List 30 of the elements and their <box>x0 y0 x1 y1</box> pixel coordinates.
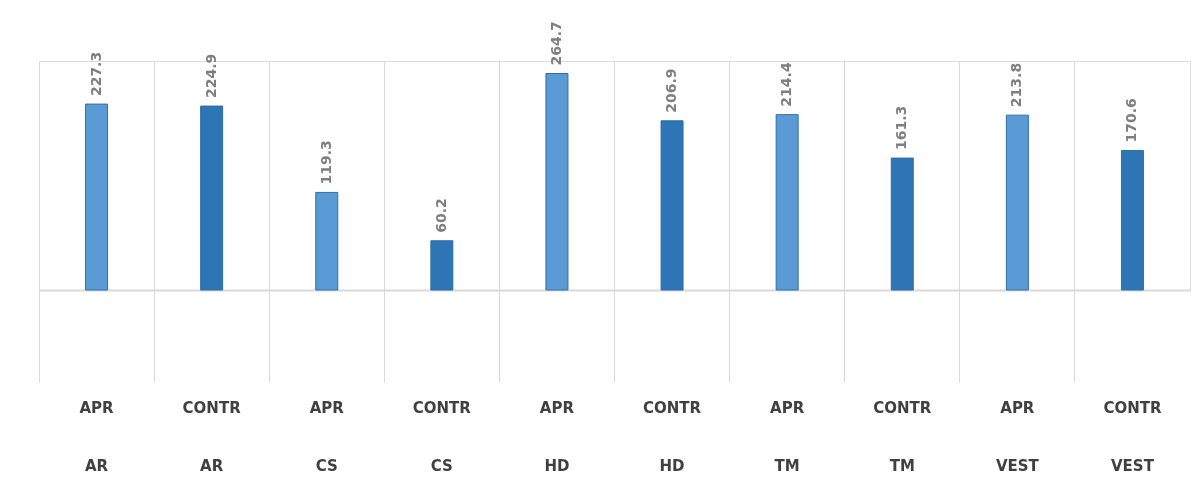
bar <box>430 240 454 291</box>
category-label: APR TM <box>770 398 805 475</box>
category-label: APR VEST <box>995 398 1039 475</box>
category-label: CONTR AR <box>182 398 241 475</box>
data-label: 206.9 <box>663 68 680 113</box>
category-label: APR AR <box>79 398 114 475</box>
data-label: 214.4 <box>778 62 795 107</box>
category-label: CONTR CS <box>412 398 471 475</box>
data-label: 119.3 <box>317 140 334 185</box>
bar <box>1005 114 1029 291</box>
category-label: APR HD <box>539 398 575 475</box>
data-label: 264.7 <box>547 21 564 66</box>
bar <box>545 73 569 291</box>
data-label: 60.2 <box>432 198 449 233</box>
data-label: 224.9 <box>202 53 219 99</box>
bar <box>315 191 339 291</box>
data-label: 227.3 <box>87 51 104 97</box>
bar <box>1120 149 1144 291</box>
bar <box>200 105 224 291</box>
category-label: APR CS <box>309 398 344 475</box>
data-label: 161.3 <box>893 105 910 151</box>
bar <box>775 114 799 291</box>
data-label: 170.6 <box>1123 98 1140 143</box>
bar <box>660 120 684 291</box>
category-label: CONTR VEST <box>1103 398 1162 475</box>
bar <box>890 157 914 291</box>
data-label: 213.8 <box>1008 62 1025 108</box>
bar <box>85 103 109 291</box>
category-label: CONTR HD <box>643 398 702 475</box>
category-label: CONTR TM <box>873 398 932 475</box>
